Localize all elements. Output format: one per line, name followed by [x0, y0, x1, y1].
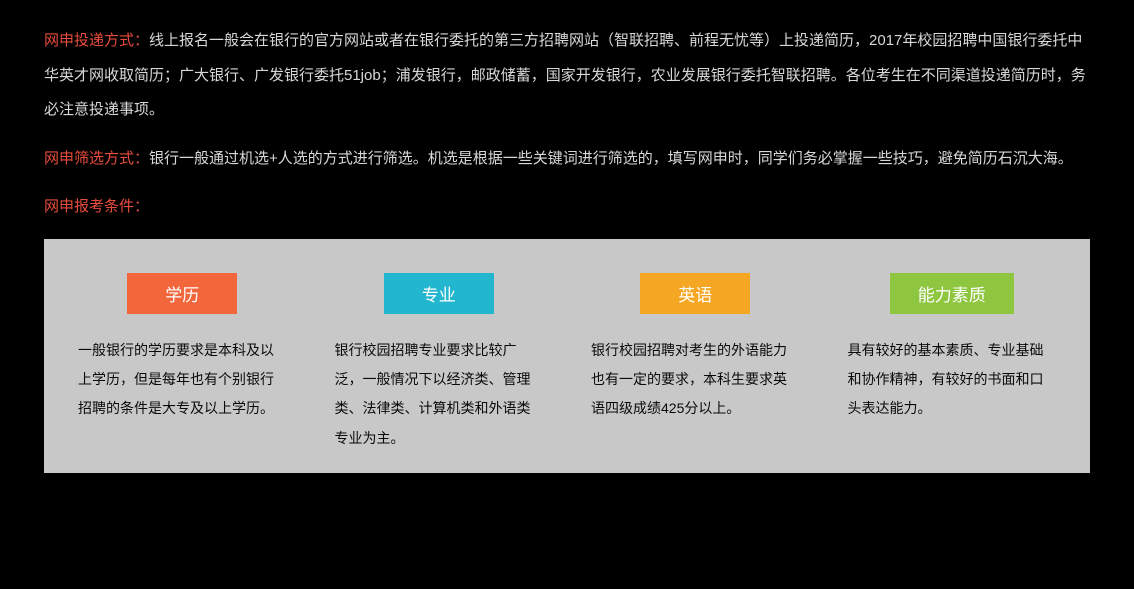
badge-english: 英语: [640, 273, 750, 314]
text-submit-method: 线上报名一般会在银行的官方网站或者在银行委托的第三方招聘网站（智联招聘、前程无忧…: [44, 32, 1086, 118]
requirements-cards-container: 学历 一般银行的学历要求是本科及以上学历，但是每年也有个别银行招聘的条件是大专及…: [44, 239, 1090, 474]
paragraph-requirements: 网申报考条件：: [44, 190, 1090, 225]
paragraph-submit-method: 网申投递方式：线上报名一般会在银行的官方网站或者在银行委托的第三方招聘网站（智联…: [44, 24, 1090, 128]
paragraph-filter-method: 网申筛选方式：银行一般通过机选+人选的方式进行筛选。机选是根据一些关键词进行筛选…: [44, 142, 1090, 177]
badge-ability: 能力素质: [890, 273, 1014, 314]
card-major: 专业 银行校园招聘专业要求比较广泛，一般情况下以经济类、管理类、法律类、计算机类…: [331, 273, 548, 454]
label-submit-method: 网申投递方式：: [44, 32, 149, 49]
badge-education: 学历: [127, 273, 237, 314]
card-body-major: 银行校园招聘专业要求比较广泛，一般情况下以经济类、管理类、法律类、计算机类和外语…: [331, 336, 548, 454]
card-education: 学历 一般银行的学历要求是本科及以上学历，但是每年也有个别银行招聘的条件是大专及…: [74, 273, 291, 454]
label-requirements: 网申报考条件：: [44, 198, 149, 215]
card-ability: 能力素质 具有较好的基本素质、专业基础和协作精神，有较好的书面和口头表达能力。: [844, 273, 1061, 454]
text-filter-method: 银行一般通过机选+人选的方式进行筛选。机选是根据一些关键词进行筛选的，填写网申时…: [149, 150, 1073, 167]
card-body-ability: 具有较好的基本素质、专业基础和协作精神，有较好的书面和口头表达能力。: [844, 336, 1061, 424]
card-english: 英语 银行校园招聘对考生的外语能力也有一定的要求，本科生要求英语四级成绩425分…: [587, 273, 804, 454]
badge-major: 专业: [384, 273, 494, 314]
card-body-education: 一般银行的学历要求是本科及以上学历，但是每年也有个别银行招聘的条件是大专及以上学…: [74, 336, 291, 424]
card-body-english: 银行校园招聘对考生的外语能力也有一定的要求，本科生要求英语四级成绩425分以上。: [587, 336, 804, 424]
label-filter-method: 网申筛选方式：: [44, 150, 149, 167]
